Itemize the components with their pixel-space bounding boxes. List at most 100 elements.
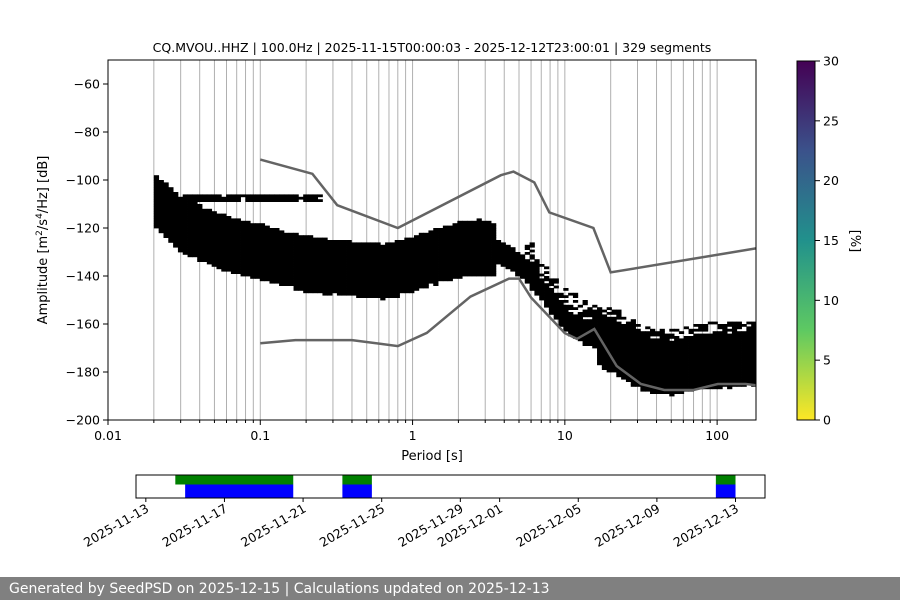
density-cell xyxy=(173,208,179,212)
density-cell xyxy=(279,268,285,272)
density-cell xyxy=(211,256,217,260)
density-cell xyxy=(582,309,588,313)
density-cell xyxy=(370,285,376,289)
density-cell xyxy=(264,268,270,272)
density-cell xyxy=(259,247,266,250)
density-cell xyxy=(255,259,261,262)
density-cell xyxy=(332,283,338,286)
density-cell xyxy=(707,379,714,382)
density-cell xyxy=(577,331,583,334)
density-cell xyxy=(519,261,526,265)
density-cell xyxy=(698,364,704,368)
density-cell xyxy=(476,256,482,260)
density-cell xyxy=(428,230,434,234)
density-cell xyxy=(457,237,463,241)
density-cell xyxy=(582,300,588,303)
density-cell xyxy=(616,336,622,339)
density-cell xyxy=(255,244,261,248)
density-cell xyxy=(674,362,680,366)
density-cell xyxy=(221,247,227,250)
density-cell xyxy=(389,261,396,265)
density-cell xyxy=(597,326,603,330)
density-cell xyxy=(592,304,598,308)
density-cell xyxy=(418,237,425,241)
density-cell xyxy=(669,333,675,337)
density-cell xyxy=(206,216,213,219)
density-cell xyxy=(158,184,164,188)
density-cell xyxy=(495,247,502,250)
density-cell xyxy=(293,278,299,282)
density-cell xyxy=(529,268,535,272)
density-cell xyxy=(466,252,473,255)
density-cell xyxy=(736,367,742,370)
density-cell xyxy=(322,247,328,250)
density-cell xyxy=(741,350,747,354)
density-cell xyxy=(491,259,497,262)
density-cell xyxy=(727,336,733,339)
density-cell xyxy=(336,280,343,284)
density-cell xyxy=(486,223,492,226)
density-cell xyxy=(616,331,622,334)
density-cell xyxy=(534,261,540,265)
density-cell xyxy=(722,362,728,366)
density-cell xyxy=(394,276,400,279)
density-cell xyxy=(303,194,309,198)
density-cell xyxy=(255,266,261,270)
density-cell xyxy=(495,242,502,246)
density-cell xyxy=(206,225,213,229)
density-cell xyxy=(173,206,179,210)
density-cell xyxy=(428,242,434,246)
density-cell xyxy=(519,271,526,274)
density-cell xyxy=(264,225,270,229)
density-cell xyxy=(625,360,632,363)
density-cell xyxy=(664,340,670,344)
density-cell xyxy=(274,252,280,255)
density-cell xyxy=(592,336,598,339)
density-cell xyxy=(751,355,756,358)
density-cell xyxy=(404,256,410,260)
density-cell xyxy=(298,242,304,246)
density-cell xyxy=(250,235,256,238)
density-cell xyxy=(630,350,636,354)
density-cell xyxy=(466,225,473,229)
density-cell xyxy=(336,264,343,267)
density-cell xyxy=(495,259,502,262)
density-cell xyxy=(312,283,319,286)
density-cell xyxy=(404,249,410,253)
density-cell xyxy=(462,264,468,267)
density-cell xyxy=(177,201,184,205)
density-cell xyxy=(500,264,506,267)
density-cell xyxy=(616,324,622,327)
density-cell xyxy=(669,391,675,394)
density-cell xyxy=(703,338,709,342)
density-cell xyxy=(664,350,670,354)
density-cell xyxy=(375,252,381,255)
density-cell xyxy=(674,381,680,385)
density-cell xyxy=(341,254,347,258)
density-cell xyxy=(650,367,656,370)
density-cell xyxy=(288,268,294,272)
density-cell xyxy=(597,331,603,334)
density-cell xyxy=(611,336,617,339)
density-cell xyxy=(587,309,593,313)
density-cell xyxy=(548,302,555,306)
density-cell xyxy=(423,266,429,270)
density-cell xyxy=(587,307,593,310)
density-cell xyxy=(707,374,714,378)
density-cell xyxy=(447,254,453,258)
density-cell xyxy=(693,364,699,368)
density-cell xyxy=(375,288,381,291)
density-cell xyxy=(182,223,188,226)
density-cell xyxy=(452,247,458,250)
density-cell xyxy=(192,196,198,200)
density-cell xyxy=(173,237,179,241)
density-cell xyxy=(717,355,723,358)
density-cell xyxy=(548,290,555,294)
density-cell xyxy=(168,237,174,241)
density-cell xyxy=(274,261,280,265)
density-cell xyxy=(399,278,405,282)
density-cell xyxy=(621,372,627,375)
density-cell xyxy=(539,295,545,298)
density-cell xyxy=(727,340,733,344)
density-cell xyxy=(674,391,680,394)
